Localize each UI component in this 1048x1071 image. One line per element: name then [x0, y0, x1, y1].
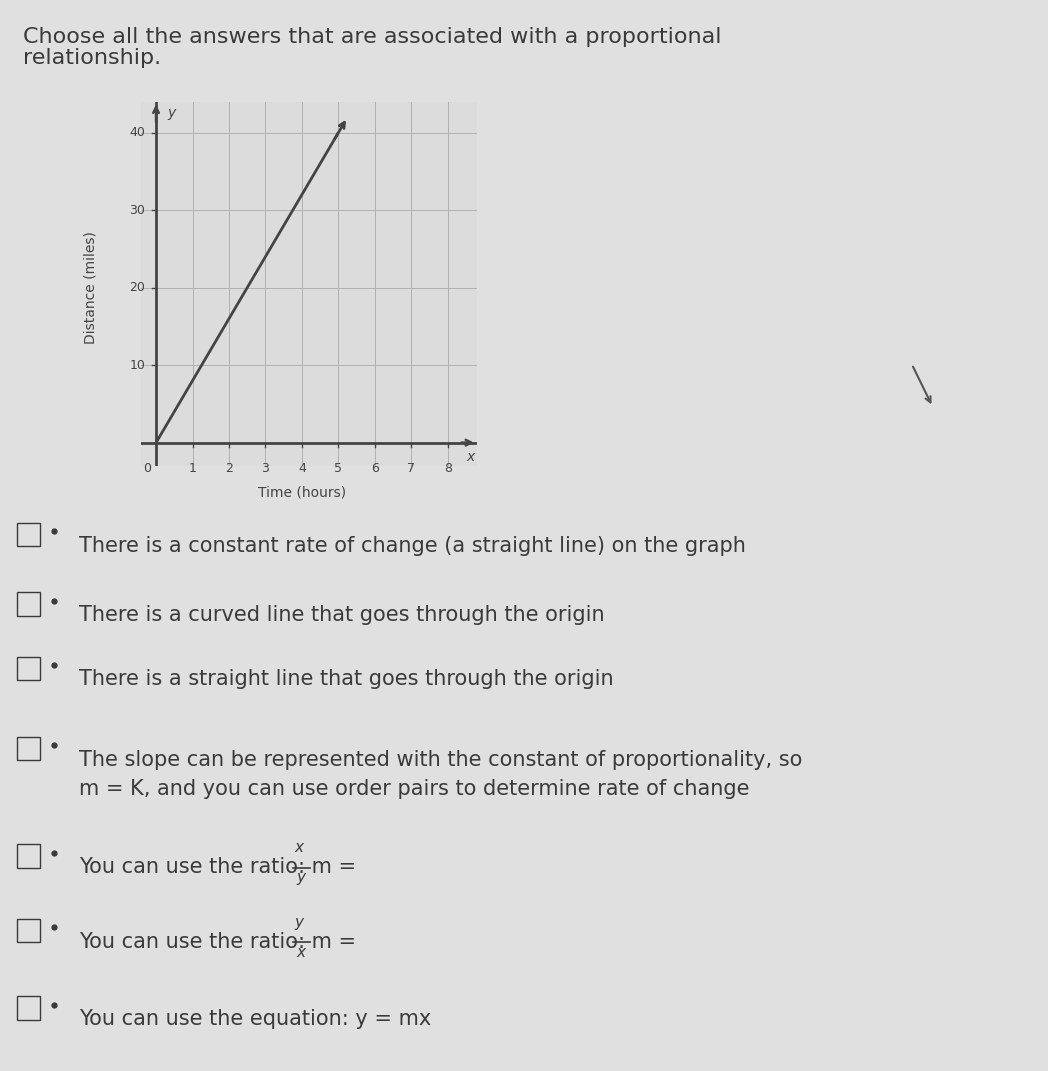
Text: x: x	[294, 840, 304, 855]
Text: 7: 7	[408, 462, 415, 476]
Text: 0: 0	[143, 462, 151, 476]
Text: 2: 2	[225, 462, 233, 476]
Text: 5: 5	[334, 462, 343, 476]
Text: 40: 40	[129, 126, 145, 139]
Text: The slope can be represented with the constant of proportionality, so
m = K, and: The slope can be represented with the co…	[79, 750, 802, 799]
Text: There is a straight line that goes through the origin: There is a straight line that goes throu…	[79, 669, 613, 690]
Text: 8: 8	[443, 462, 452, 476]
Text: 4: 4	[298, 462, 306, 476]
Text: y: y	[167, 106, 175, 120]
Text: relationship.: relationship.	[23, 48, 161, 69]
Text: 20: 20	[129, 282, 145, 295]
Text: 1: 1	[189, 462, 196, 476]
Text: 6: 6	[371, 462, 378, 476]
Text: 3: 3	[262, 462, 269, 476]
Text: x: x	[297, 945, 306, 960]
Text: You can use the ratio: m =: You can use the ratio: m =	[79, 857, 363, 877]
Text: y: y	[294, 915, 304, 930]
Text: x: x	[466, 451, 474, 465]
Text: 30: 30	[129, 203, 145, 216]
Text: y: y	[297, 870, 306, 885]
Text: You can use the ratio: m =: You can use the ratio: m =	[79, 932, 363, 952]
Text: Choose all the answers that are associated with a proportional: Choose all the answers that are associat…	[23, 27, 722, 47]
Text: There is a curved line that goes through the origin: There is a curved line that goes through…	[79, 605, 605, 625]
Text: 10: 10	[129, 359, 145, 372]
Text: Distance (miles): Distance (miles)	[84, 231, 97, 344]
Text: You can use the equation: y = mx: You can use the equation: y = mx	[79, 1009, 431, 1029]
Text: There is a constant rate of change (a straight line) on the graph: There is a constant rate of change (a st…	[79, 536, 745, 556]
Text: Time (hours): Time (hours)	[258, 485, 346, 499]
